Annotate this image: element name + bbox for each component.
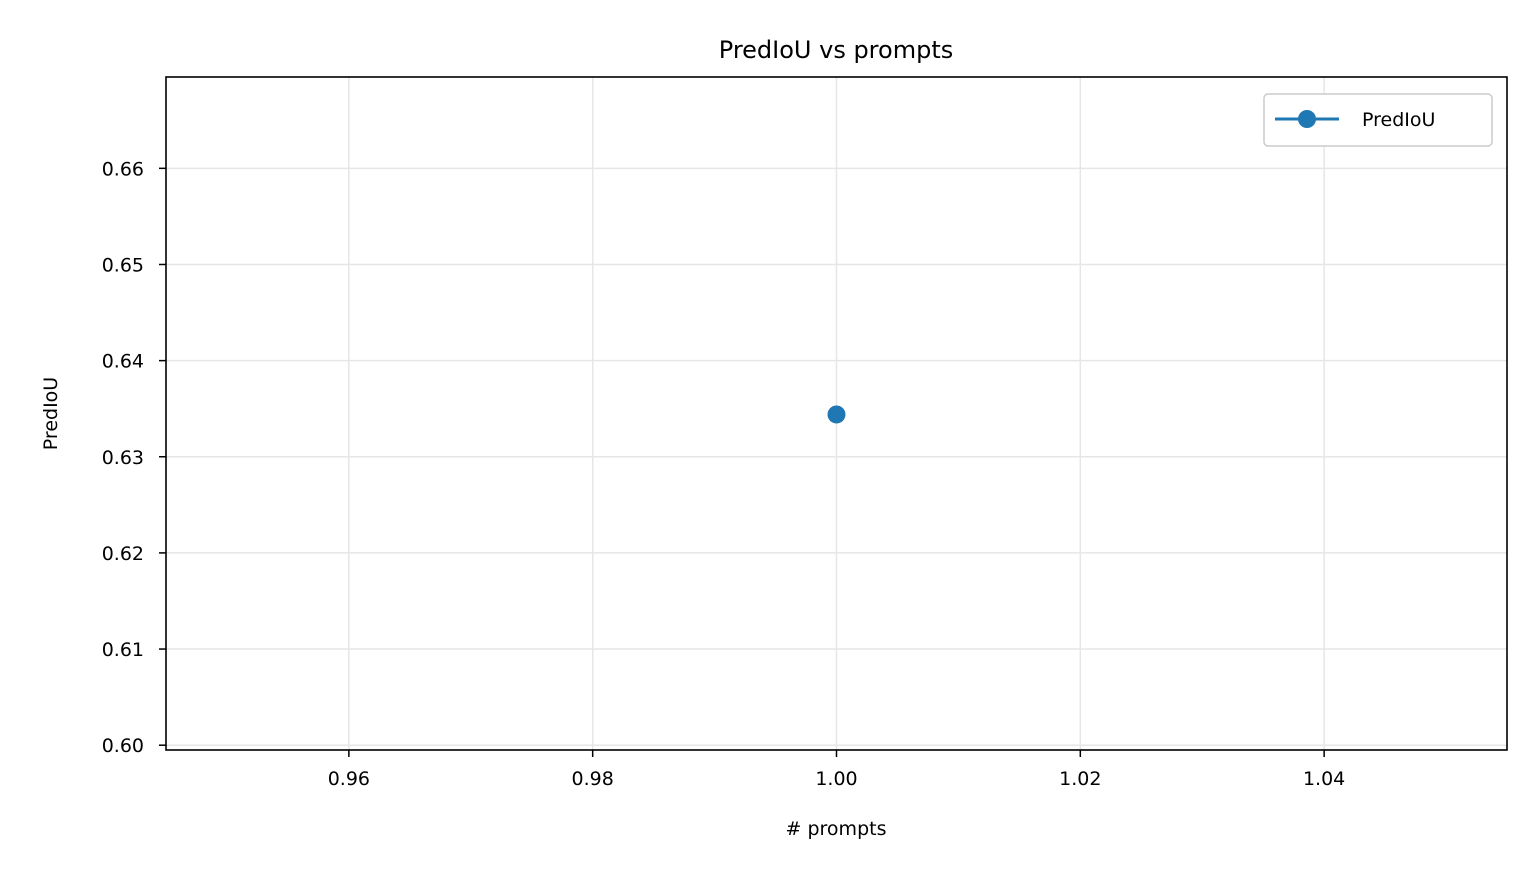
data-point bbox=[827, 405, 846, 424]
x-tick-label: 0.96 bbox=[328, 768, 370, 790]
y-tick-label: 0.62 bbox=[102, 543, 144, 565]
ticks: 0.96 0.98 1.00 1.02 1.04 0.60 0.61 0.62 0.63 0.64… bbox=[102, 158, 1346, 790]
legend-marker bbox=[1298, 110, 1316, 128]
y-tick-label: 0.66 bbox=[102, 158, 144, 180]
x-axis-label: # prompts bbox=[786, 818, 887, 840]
x-tick-label: 1.00 bbox=[815, 768, 857, 790]
y-tick-label: 0.64 bbox=[102, 351, 144, 373]
x-tick-label: 1.04 bbox=[1303, 768, 1345, 790]
y-tick-label: 0.61 bbox=[102, 639, 144, 661]
legend: PredIoU bbox=[1263, 93, 1493, 147]
y-tick-label: 0.65 bbox=[102, 254, 144, 276]
x-tick-label: 0.98 bbox=[572, 768, 614, 790]
chart-title: PredIoU vs prompts bbox=[719, 36, 953, 64]
y-tick-label: 0.60 bbox=[102, 735, 144, 757]
y-axis-label: PredIoU bbox=[40, 377, 62, 450]
y-tick-label: 0.63 bbox=[102, 447, 144, 469]
x-tick-label: 1.02 bbox=[1059, 768, 1101, 790]
series bbox=[827, 405, 846, 424]
grid bbox=[166, 77, 1507, 750]
legend-label: PredIoU bbox=[1362, 109, 1435, 131]
legend-box bbox=[1263, 93, 1493, 147]
